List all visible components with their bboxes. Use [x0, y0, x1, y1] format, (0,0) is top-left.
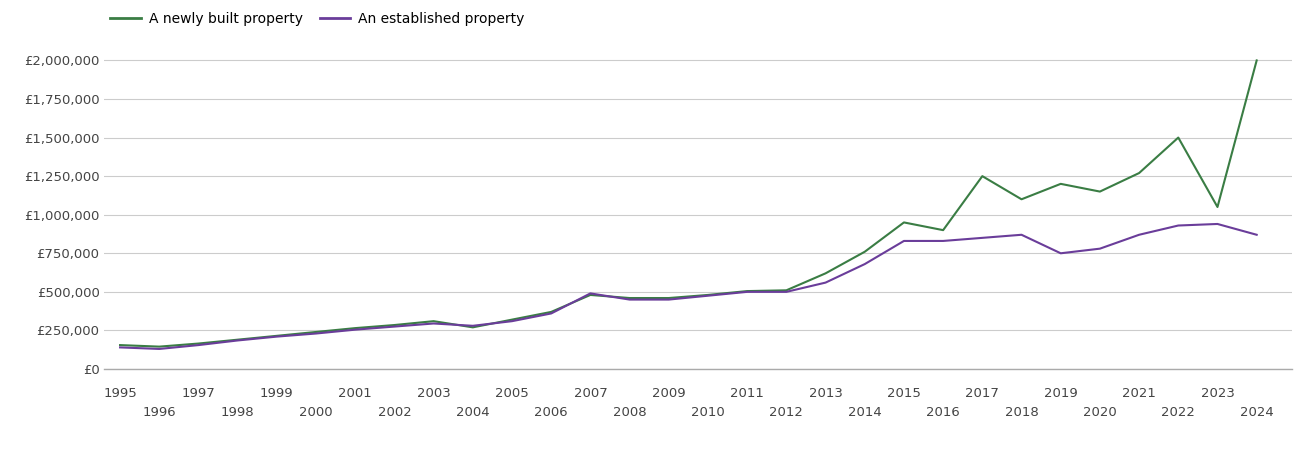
- A newly built property: [897, 220, 912, 225]
- Line: A newly built property: A newly built property: [120, 60, 1257, 346]
- An established property: [543, 311, 559, 316]
- Text: 1999: 1999: [260, 387, 294, 400]
- An established property: [779, 289, 795, 295]
- An established property: [1053, 251, 1069, 256]
- Text: 1995: 1995: [103, 387, 137, 400]
- An established property: [1014, 232, 1030, 238]
- A newly built property: [936, 227, 951, 233]
- A newly built property: [975, 173, 990, 179]
- A newly built property: [1131, 171, 1147, 176]
- A newly built property: [582, 292, 598, 297]
- An established property: [818, 280, 834, 285]
- A newly built property: [425, 319, 441, 324]
- Text: 2004: 2004: [455, 406, 489, 419]
- A newly built property: [386, 322, 402, 328]
- A newly built property: [701, 292, 716, 297]
- An established property: [112, 345, 128, 350]
- Text: 2013: 2013: [809, 387, 843, 400]
- Text: 2023: 2023: [1201, 387, 1235, 400]
- Text: 1996: 1996: [142, 406, 176, 419]
- Text: 2015: 2015: [887, 387, 921, 400]
- A newly built property: [151, 344, 167, 349]
- An established property: [465, 323, 480, 328]
- An established property: [897, 238, 912, 243]
- An established property: [230, 338, 245, 343]
- An established property: [151, 346, 167, 351]
- Text: 2017: 2017: [966, 387, 1000, 400]
- Text: 2003: 2003: [416, 387, 450, 400]
- An established property: [582, 291, 598, 296]
- A newly built property: [818, 270, 834, 276]
- A newly built property: [621, 295, 637, 301]
- An established property: [1092, 246, 1108, 252]
- An established property: [1249, 232, 1265, 238]
- Text: 2016: 2016: [927, 406, 960, 419]
- Text: 2005: 2005: [495, 387, 529, 400]
- An established property: [504, 319, 519, 324]
- A newly built property: [191, 341, 206, 346]
- Text: 2009: 2009: [652, 387, 685, 400]
- An established property: [701, 293, 716, 298]
- Text: 2018: 2018: [1005, 406, 1039, 419]
- An established property: [1210, 221, 1225, 227]
- A newly built property: [1249, 58, 1265, 63]
- Text: 2019: 2019: [1044, 387, 1078, 400]
- An established property: [191, 342, 206, 348]
- Text: 2010: 2010: [692, 406, 724, 419]
- Legend: A newly built property, An established property: A newly built property, An established p…: [104, 6, 530, 31]
- Text: 2000: 2000: [299, 406, 333, 419]
- Text: 2002: 2002: [377, 406, 411, 419]
- An established property: [308, 331, 324, 336]
- An established property: [975, 235, 990, 241]
- Text: 2007: 2007: [573, 387, 607, 400]
- A newly built property: [1092, 189, 1108, 194]
- A newly built property: [504, 317, 519, 322]
- Text: 2008: 2008: [613, 406, 646, 419]
- Line: An established property: An established property: [120, 224, 1257, 349]
- Text: 2020: 2020: [1083, 406, 1117, 419]
- An established property: [936, 238, 951, 243]
- An established property: [740, 289, 756, 295]
- An established property: [347, 327, 363, 333]
- An established property: [660, 297, 676, 302]
- An established property: [621, 297, 637, 302]
- Text: 2014: 2014: [848, 406, 882, 419]
- A newly built property: [1210, 204, 1225, 210]
- Text: 2011: 2011: [731, 387, 765, 400]
- A newly built property: [1171, 135, 1186, 140]
- A newly built property: [230, 337, 245, 342]
- An established property: [857, 261, 873, 267]
- Text: 2022: 2022: [1161, 406, 1195, 419]
- A newly built property: [543, 309, 559, 315]
- An established property: [386, 324, 402, 329]
- An established property: [1131, 232, 1147, 238]
- A newly built property: [308, 329, 324, 335]
- Text: 2006: 2006: [534, 406, 568, 419]
- An established property: [425, 321, 441, 326]
- Text: 1998: 1998: [221, 406, 254, 419]
- Text: 2021: 2021: [1122, 387, 1156, 400]
- A newly built property: [740, 288, 756, 294]
- A newly built property: [660, 295, 676, 301]
- A newly built property: [1014, 197, 1030, 202]
- Text: 2001: 2001: [338, 387, 372, 400]
- A newly built property: [1053, 181, 1069, 187]
- An established property: [1171, 223, 1186, 228]
- Text: 2012: 2012: [770, 406, 804, 419]
- A newly built property: [347, 325, 363, 331]
- A newly built property: [112, 342, 128, 348]
- An established property: [269, 334, 284, 339]
- A newly built property: [269, 333, 284, 338]
- Text: 2024: 2024: [1240, 406, 1274, 419]
- A newly built property: [779, 288, 795, 293]
- A newly built property: [857, 249, 873, 254]
- A newly built property: [465, 324, 480, 330]
- Text: 1997: 1997: [181, 387, 215, 400]
